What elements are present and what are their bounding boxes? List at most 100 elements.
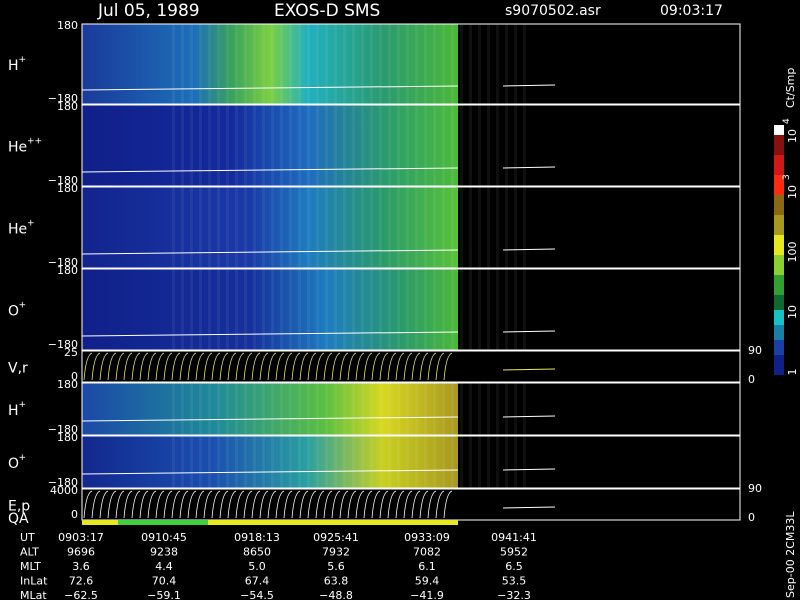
trace-curve — [275, 490, 285, 519]
trace-curve — [419, 490, 429, 519]
color-swatch — [774, 125, 784, 135]
spectrogram-stripe — [307, 383, 310, 435]
spectrogram-stripe — [253, 187, 256, 268]
spectrogram-stripe — [325, 269, 328, 350]
spectrogram-stripe — [505, 24, 508, 104]
spectrogram-stripe — [451, 269, 454, 350]
spectrogram-stripe — [325, 105, 328, 186]
spectrogram-stripe — [262, 187, 265, 268]
trace-curve — [107, 490, 117, 519]
spectrogram-stripe — [280, 105, 283, 186]
color-swatch — [774, 325, 784, 340]
spectrogram-stripe — [415, 383, 418, 435]
trace-curve — [179, 352, 189, 381]
spectrogram-stripe — [199, 105, 202, 186]
spectrogram-stripe — [244, 187, 247, 268]
spectrogram-stripe — [523, 269, 526, 350]
trace-curve — [371, 490, 381, 519]
cell: 0918:13 — [234, 531, 280, 544]
spectrogram-stripe — [298, 187, 301, 268]
spectrogram-stripe — [496, 24, 499, 104]
spectrogram-stripe — [253, 269, 256, 350]
y2-min-label: 0 — [748, 511, 755, 524]
trace-curve — [139, 352, 149, 381]
spectrogram-stripe — [523, 436, 526, 488]
spectrogram-stripe — [280, 24, 283, 104]
spectrogram-stripe — [190, 383, 193, 435]
spectrogram-stripe — [496, 105, 499, 186]
spectrogram-stripe — [388, 436, 391, 488]
spectrogram-stripe — [289, 105, 292, 186]
spectrogram-stripe — [505, 269, 508, 350]
row-label: MLT — [20, 560, 41, 573]
spectrogram-stripe — [325, 436, 328, 488]
spectrogram-stripe — [397, 436, 400, 488]
spectrogram-stripe — [262, 383, 265, 435]
spectrogram-stripe — [325, 187, 328, 268]
spectrogram-stripe — [199, 383, 202, 435]
spectrogram-stripe — [190, 269, 193, 350]
spectrogram-stripe — [352, 436, 355, 488]
spectrogram-stripe — [217, 269, 220, 350]
spectrogram-stripe — [460, 105, 463, 186]
row-label: UT — [20, 531, 35, 544]
trace-curve — [155, 352, 165, 381]
trace-curve — [235, 352, 245, 381]
spectrogram-stripe — [487, 187, 490, 268]
trace-curve — [155, 490, 165, 519]
spectrogram-stripe — [415, 24, 418, 104]
spectrogram-stripe — [451, 24, 454, 104]
footer-code: Sep-00 2CM33L — [784, 511, 797, 598]
spectrogram-stripe — [514, 383, 517, 435]
spectrogram-stripe — [280, 187, 283, 268]
spectrogram-stripe — [262, 24, 265, 104]
spectrogram-stripe — [433, 383, 436, 435]
spectrogram-stripe — [289, 269, 292, 350]
spectrogram-stripe — [523, 24, 526, 104]
y-min-label: 0 — [71, 508, 78, 521]
spectrogram-stripe — [271, 269, 274, 350]
spectrogram-stripe — [334, 187, 337, 268]
row-label: ALT — [20, 546, 39, 559]
trace-curve — [267, 352, 277, 381]
panel-label: He — [8, 140, 27, 156]
panel-label: H — [8, 58, 19, 74]
spectrogram-stripe — [352, 269, 355, 350]
spectrogram-stripe — [226, 269, 229, 350]
trace-line — [502, 468, 556, 471]
trace-curve — [403, 352, 413, 381]
spectrogram-stripe — [316, 436, 319, 488]
spectrogram-stripe — [388, 24, 391, 104]
y2-min-label: 0 — [748, 373, 755, 386]
trace-line — [81, 469, 459, 475]
spectrogram-stripe — [496, 187, 499, 268]
spectrogram-stripe — [199, 24, 202, 104]
spectrogram-stripe — [352, 383, 355, 435]
spectrogram-stripe — [523, 383, 526, 435]
spectrogram-stripe — [298, 383, 301, 435]
spectrogram-stripe — [235, 24, 238, 104]
panel-frame — [81, 23, 741, 105]
trace-curve — [379, 352, 389, 381]
spectrogram-stripe — [442, 269, 445, 350]
spectrogram-stripe — [424, 383, 427, 435]
cell: 3.6 — [72, 560, 90, 573]
trace-curve — [283, 490, 293, 519]
spectrogram-stripe — [505, 187, 508, 268]
spectrogram-stripe — [271, 24, 274, 104]
spectrogram-stripe — [388, 105, 391, 186]
panel-frame — [81, 186, 741, 269]
cell: 5.6 — [327, 560, 345, 573]
spectrogram-stripe — [244, 436, 247, 488]
spectrogram-stripe — [487, 383, 490, 435]
spectrogram — [82, 269, 458, 350]
trace-curve — [251, 490, 261, 519]
spectrogram-stripe — [343, 436, 346, 488]
trace-curve — [83, 352, 93, 381]
spectrogram-stripe — [334, 24, 337, 104]
spectrogram — [82, 24, 458, 104]
cell: −32.3 — [497, 589, 531, 600]
trace-curve — [427, 352, 437, 381]
trace-curve — [107, 352, 117, 381]
trace-curve — [203, 490, 213, 519]
